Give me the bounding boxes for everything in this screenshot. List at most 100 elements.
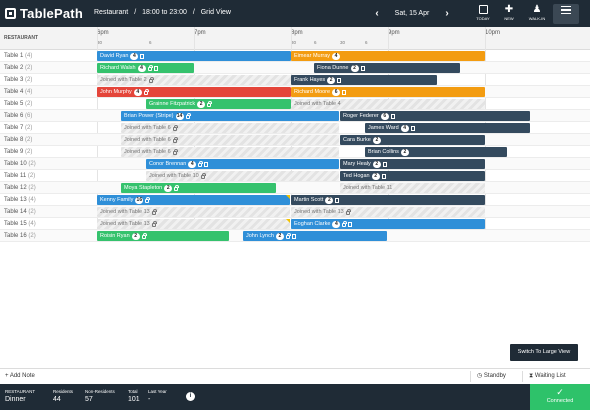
table-row[interactable]: Table 2 (2) bbox=[0, 62, 590, 74]
today-button[interactable]: TODAY bbox=[470, 4, 496, 24]
booking-name: Grainne Fitzpatrick bbox=[149, 101, 196, 107]
table-capacity: (4) bbox=[25, 53, 33, 59]
prev-day-button[interactable]: ‹ bbox=[375, 7, 379, 19]
service-stat: RESTAURANT Dinner bbox=[5, 389, 36, 403]
booking-block[interactable]: John Lynch 2 bbox=[243, 231, 387, 241]
booking-block[interactable]: John Murphy 4 bbox=[97, 87, 291, 97]
booking-block[interactable]: Conor Brennan 4 bbox=[146, 159, 339, 169]
current-date[interactable]: Sat, 15 Apr bbox=[394, 9, 430, 17]
covers-badge: 2 bbox=[131, 232, 140, 240]
booking-block[interactable]: David Ryan 4 bbox=[97, 51, 291, 61]
stats-footer: RESTAURANT Dinner Residents 44 Non-Resid… bbox=[0, 384, 590, 410]
booking-name: Martin Scott bbox=[294, 197, 324, 203]
table-label: Table 8 bbox=[4, 137, 26, 143]
joined-table-block[interactable]: Joined with Table 13 bbox=[97, 219, 290, 229]
booking-block[interactable]: Frank Hayes 2 bbox=[291, 75, 437, 85]
app-logo[interactable]: TablePath bbox=[5, 5, 83, 21]
breadcrumb-section[interactable]: Restaurant bbox=[94, 9, 129, 16]
lock-icon bbox=[200, 173, 206, 179]
table-row[interactable]: Table 7 (2) bbox=[0, 122, 590, 134]
table-capacity: (2) bbox=[28, 209, 36, 215]
booking-block[interactable]: Eoghan Clarke 4 bbox=[291, 219, 485, 229]
walk-in-icon: ♟ bbox=[532, 4, 542, 15]
booking-block[interactable]: Kenny Family 16 bbox=[97, 195, 290, 205]
table-label: Table 1 bbox=[4, 53, 26, 59]
table-name: Table 13 (4) bbox=[4, 197, 36, 203]
joined-table-block[interactable]: Joined with Table 6 bbox=[121, 123, 339, 133]
switch-large-view-button[interactable]: Switch To Large View bbox=[510, 344, 578, 361]
standby-button[interactable]: ◷ Standby bbox=[470, 371, 506, 382]
table-row[interactable]: Table 1 (4) bbox=[0, 50, 590, 62]
next-day-button[interactable]: › bbox=[445, 7, 449, 19]
covers-badge: 4 bbox=[133, 88, 142, 96]
booking-block[interactable]: Roisin Ryan 2 bbox=[97, 231, 229, 241]
lock-icon bbox=[143, 89, 149, 95]
booking-block[interactable]: Brian Power (Stripe) 14 bbox=[121, 111, 339, 121]
joined-table-block[interactable]: Joined with Table 6 bbox=[121, 147, 339, 157]
joined-table-block[interactable]: Joined with Table 13 bbox=[97, 207, 290, 217]
joined-table-block[interactable]: Joined with Table 2 bbox=[97, 75, 291, 85]
note-icon bbox=[410, 125, 415, 131]
table-row[interactable]: Table 13 (4) bbox=[0, 194, 590, 206]
breadcrumb-time-range[interactable]: 18:00 to 23:00 bbox=[142, 9, 187, 16]
booking-block[interactable]: Grainne Fitzpatrick 2 bbox=[146, 99, 291, 109]
new-booking-button[interactable]: ✚ NEW bbox=[496, 4, 522, 24]
booking-block[interactable]: Richard Walsh 4 bbox=[97, 63, 194, 73]
note-icon bbox=[204, 161, 209, 167]
table-row[interactable]: Table 15 (4) bbox=[0, 218, 590, 230]
table-label: Table 14 bbox=[4, 209, 29, 215]
booking-block[interactable]: Brian Collins 2 bbox=[365, 147, 507, 157]
booking-block[interactable]: Fiona Dunne 2 bbox=[314, 63, 460, 73]
booking-block[interactable]: Richard Moore 6 bbox=[291, 87, 485, 97]
walk-in-button[interactable]: ♟ WALK-IN bbox=[524, 4, 550, 24]
booking-block[interactable]: James Ward 4 bbox=[365, 123, 530, 133]
booking-block[interactable]: Martin Scott 2 bbox=[291, 195, 485, 205]
covers-badge: 2 bbox=[372, 160, 381, 168]
covers-badge: 4 bbox=[130, 52, 139, 60]
table-row[interactable]: Table 12 (2) bbox=[0, 182, 590, 194]
joined-table-block[interactable]: Joined with Table 10 bbox=[146, 171, 339, 181]
menu-button[interactable] bbox=[553, 4, 579, 24]
table-label: Table 7 bbox=[4, 125, 26, 131]
joined-table-block[interactable]: Joined with Table 6 bbox=[121, 135, 339, 145]
breadcrumb-sep: / bbox=[192, 9, 195, 16]
joined-table-block[interactable]: Joined with Table 13 bbox=[291, 207, 485, 217]
table-row[interactable]: Table 5 (2) bbox=[0, 98, 590, 110]
table-capacity: (2) bbox=[25, 77, 33, 83]
covers-badge: 2 bbox=[327, 76, 336, 84]
table-row[interactable]: Table 9 (2) bbox=[0, 146, 590, 158]
section-label: RESTAURANT bbox=[4, 35, 39, 41]
covers-badge: 4 bbox=[332, 220, 341, 228]
waiting-list-button[interactable]: ⧗ Waiting List bbox=[522, 371, 566, 382]
booking-name: Cara Burke bbox=[343, 137, 371, 143]
add-note-button[interactable]: + Add Note bbox=[5, 373, 35, 379]
booking-block[interactable]: Cara Burke 2 bbox=[340, 135, 485, 145]
booking-block[interactable]: Mary Healy 2 bbox=[340, 159, 485, 169]
table-name: Table 1 (4) bbox=[4, 53, 32, 59]
table-name: Table 15 (4) bbox=[4, 221, 36, 227]
table-name: Table 5 (2) bbox=[4, 101, 32, 107]
booking-name: Joined with Table 2 bbox=[100, 77, 147, 83]
table-name: Table 3 (2) bbox=[4, 77, 32, 83]
lock-icon bbox=[285, 233, 291, 239]
table-row[interactable]: Table 3 (2) bbox=[0, 74, 590, 86]
table-capacity: (2) bbox=[25, 149, 33, 155]
note-icon bbox=[337, 77, 342, 83]
booking-block[interactable]: Eimear Murray 4 bbox=[291, 51, 485, 61]
lock-icon bbox=[185, 113, 191, 119]
table-capacity: (2) bbox=[25, 101, 33, 107]
booking-name: Roisin Ryan bbox=[100, 233, 130, 239]
minute-label: 6 bbox=[149, 40, 152, 45]
table-label: Table 11 bbox=[4, 173, 28, 179]
app-title: TablePath bbox=[20, 5, 83, 21]
info-icon[interactable]: i bbox=[186, 392, 195, 401]
booking-block[interactable]: Roger Federer 6 bbox=[340, 111, 530, 121]
table-row[interactable]: Table 11 (2) bbox=[0, 170, 590, 182]
table-label: Table 4 bbox=[4, 89, 26, 95]
joined-table-block[interactable]: Joined with Table 4 bbox=[291, 99, 485, 109]
booking-block[interactable]: Ted Hogan 2 bbox=[340, 171, 485, 181]
booking-block[interactable]: Moya Stapleton 2 bbox=[121, 183, 276, 193]
joined-table-block[interactable]: Joined with Table 11 bbox=[340, 183, 485, 193]
breadcrumb-view[interactable]: Grid View bbox=[200, 9, 231, 16]
covers-badge: 2 bbox=[197, 100, 206, 108]
